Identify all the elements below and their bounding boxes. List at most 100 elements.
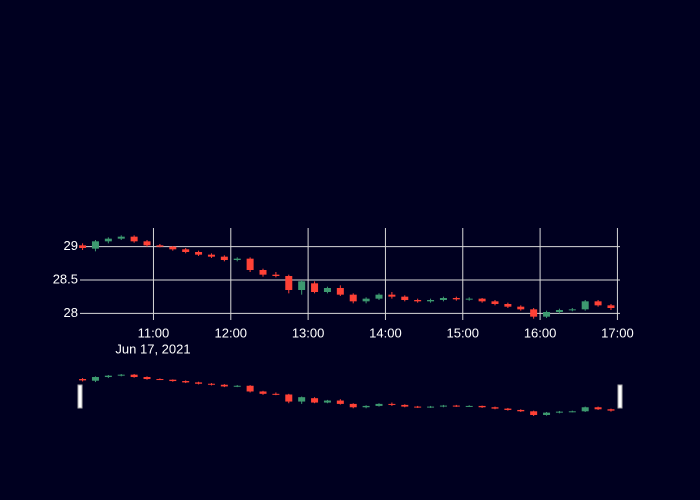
- slider-candle-body: [311, 398, 319, 403]
- x-tick-label: 13:00: [292, 325, 325, 340]
- slider-candle-body: [401, 404, 409, 407]
- slider-candle-body: [272, 393, 280, 395]
- slider-candle-body: [543, 412, 551, 415]
- x-tick-label: 14:00: [369, 325, 402, 340]
- candle-body: [388, 294, 396, 297]
- slider-candle-body: [169, 379, 177, 382]
- candle-body: [182, 249, 190, 252]
- slider-candle-body: [285, 394, 293, 402]
- y-tick-label: 29: [64, 238, 78, 253]
- candle-body: [246, 258, 254, 270]
- slider-candle-body: [246, 385, 254, 392]
- slider-candle-body: [594, 407, 602, 410]
- slider-candle-body: [195, 382, 203, 384]
- candle-body: [285, 276, 293, 290]
- slider-candle-body: [517, 409, 525, 412]
- candle-body: [568, 309, 576, 311]
- slider-candle-body: [220, 384, 228, 387]
- x-tick-label: 15:00: [446, 325, 479, 340]
- slider-candle-body: [298, 397, 306, 402]
- candle-body: [543, 312, 551, 317]
- slider-candle-body: [427, 406, 435, 408]
- candle-body: [465, 298, 473, 300]
- candle-body: [530, 309, 538, 317]
- slider-candle-body: [375, 403, 383, 406]
- slider-candle-body: [323, 400, 331, 403]
- slider-candle-body: [388, 403, 396, 405]
- slider-candle-body: [607, 409, 615, 411]
- slider-candle-body: [349, 403, 357, 408]
- slider-candle-body: [465, 405, 473, 407]
- candle-body: [427, 300, 435, 302]
- candle-body: [375, 294, 383, 299]
- slider-candle-body: [143, 377, 151, 380]
- range-handle-right[interactable]: [617, 384, 623, 409]
- candle-body: [298, 281, 306, 290]
- candle-body: [517, 306, 525, 310]
- candle-body: [439, 298, 447, 300]
- slider-candle-body: [104, 375, 112, 378]
- candle-body: [91, 241, 99, 249]
- slider-candle-body: [207, 383, 215, 385]
- candle-body: [581, 301, 589, 310]
- candle-body: [478, 298, 486, 302]
- candle-body: [401, 296, 409, 300]
- slider-candle-body: [156, 379, 164, 381]
- y-tick-label: 28: [64, 305, 78, 320]
- slider-candle-body: [530, 411, 538, 415]
- slider-candle-body: [439, 405, 447, 407]
- slider-candle-body: [555, 411, 563, 413]
- x-tick-label: 16:00: [524, 325, 557, 340]
- slider-candle-body: [452, 405, 460, 407]
- y-tick-label: 28.5: [53, 271, 78, 286]
- slider-candle-body: [182, 381, 190, 383]
- candle-body: [414, 300, 422, 302]
- slider-candle-body: [130, 374, 138, 378]
- slider-candle-body: [568, 411, 576, 413]
- range-handle-left[interactable]: [77, 384, 83, 409]
- slider-candle-body: [478, 405, 486, 408]
- x-tick-label: 11:00: [138, 325, 170, 340]
- candle-body: [272, 274, 280, 276]
- x-date-label: Jun 17, 2021: [115, 341, 190, 356]
- candle-body: [504, 304, 512, 307]
- candle-body: [195, 252, 203, 255]
- candle-body: [336, 288, 344, 295]
- slider-candle-body: [414, 406, 422, 408]
- slider-candle-body: [79, 379, 87, 381]
- candle-body: [117, 236, 125, 239]
- candle-body: [594, 301, 602, 306]
- candle-body: [349, 294, 357, 302]
- candle-body: [220, 256, 228, 260]
- slider-candle-body: [117, 374, 125, 376]
- candle-body: [323, 288, 331, 292]
- candle-body: [143, 241, 151, 246]
- candle-body: [259, 270, 267, 275]
- candle-body: [79, 245, 87, 248]
- candle-body: [362, 298, 370, 302]
- x-tick-label: 17:00: [601, 325, 634, 340]
- candle-body: [491, 301, 499, 304]
- candle-body: [104, 238, 112, 242]
- slider-candle-body: [336, 400, 344, 404]
- candle-body: [233, 258, 241, 260]
- slider-candle-body: [233, 385, 241, 387]
- slider-candle-body: [259, 391, 267, 394]
- slider-candle-body: [581, 407, 589, 412]
- candle-body: [452, 298, 460, 300]
- slider-candle-body: [91, 377, 99, 381]
- x-tick-label: 12:00: [215, 325, 248, 340]
- candle-body: [555, 310, 563, 312]
- slider-candle-body: [504, 408, 512, 410]
- candle-body: [311, 283, 319, 292]
- candle-body: [169, 246, 177, 250]
- candle-body: [207, 254, 215, 257]
- candle-body: [607, 305, 615, 308]
- slider-candle-body: [491, 407, 499, 409]
- candle-body: [156, 245, 164, 247]
- slider-candle-body: [362, 405, 370, 408]
- candle-body: [130, 236, 138, 242]
